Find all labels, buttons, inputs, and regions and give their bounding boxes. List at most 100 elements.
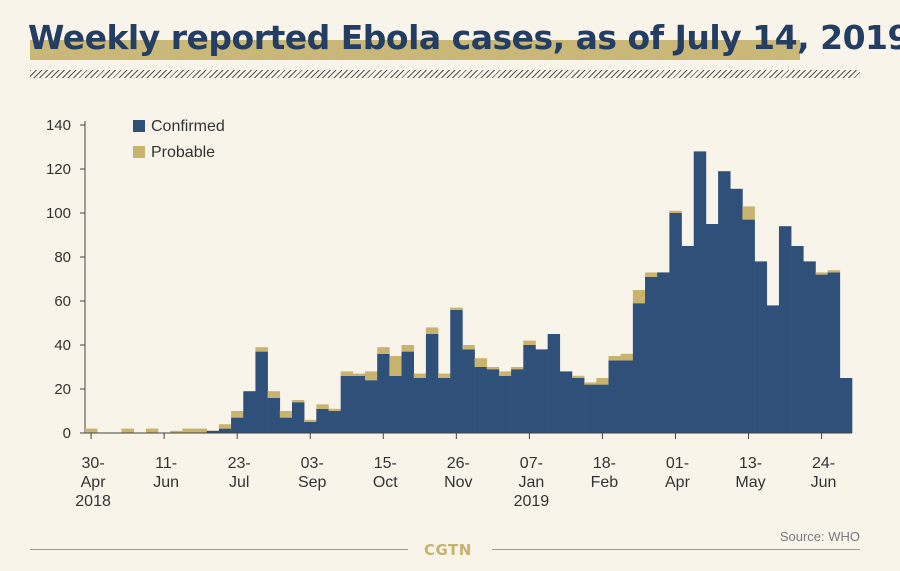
bars-group (85, 151, 853, 433)
bar-confirmed (718, 171, 731, 433)
bar-confirmed (584, 384, 597, 433)
x-tick-label: 11- (155, 455, 177, 472)
bar-probable (498, 371, 512, 376)
title-wrapper: Weekly reported Ebola cases, as of July … (28, 18, 900, 57)
bar-probable (571, 375, 585, 378)
bar-probable (231, 411, 244, 418)
bar-probable (340, 371, 354, 376)
bar-probable (511, 367, 524, 370)
x-tick-label: 15- (374, 455, 397, 472)
bar-probable (742, 206, 755, 220)
bar-probable (352, 373, 366, 376)
bar-confirmed (620, 360, 634, 433)
bar-confirmed (766, 305, 780, 433)
bar-confirmed (486, 369, 500, 433)
y-tick-label: 20 (54, 381, 71, 398)
bar-probable (620, 353, 634, 361)
bar-probable (291, 400, 305, 403)
bar-confirmed (243, 391, 256, 433)
bar-confirmed (340, 375, 354, 433)
bar-probable (365, 371, 378, 381)
x-tick-label: Apr (665, 474, 691, 491)
bar-probable (182, 428, 195, 433)
bar-confirmed (511, 369, 524, 433)
bar-confirmed (645, 276, 658, 433)
x-tick-label: Jan (518, 474, 544, 491)
bar-probable (218, 424, 232, 429)
x-tick-label: 23- (228, 455, 251, 472)
y-tick-label: 80 (54, 249, 71, 266)
x-tick-label: 24- (812, 455, 835, 472)
legend: Confirmed Probable (133, 118, 225, 161)
bar-confirmed (291, 402, 305, 433)
bar-probable (486, 367, 500, 370)
bar-confirmed (255, 351, 268, 433)
bar-probable (267, 391, 281, 398)
x-tick-label: Nov (444, 474, 472, 491)
y-tick-label: 100 (46, 205, 71, 222)
x-tick-label: 07- (520, 455, 543, 472)
x-tick-label: Jul (229, 474, 249, 491)
x-tick-label: 01- (666, 455, 689, 472)
bar-confirmed (742, 219, 755, 433)
bar-confirmed (498, 375, 512, 433)
legend-label-probable: Probable (151, 144, 215, 161)
bar-probable (596, 378, 609, 385)
y-tick-label: 40 (54, 337, 71, 354)
bar-probable (474, 358, 488, 367)
bar-confirmed (523, 345, 536, 433)
footer-line-left (30, 549, 408, 550)
bar-confirmed (827, 272, 841, 433)
page-title: Weekly reported Ebola cases, as of July … (28, 18, 900, 57)
x-tick-label: 2019 (514, 493, 550, 510)
y-tick-label: 140 (46, 117, 71, 134)
y-tick-label: 0 (63, 425, 71, 442)
bar-confirmed (681, 246, 695, 433)
x-tick-label: Sep (298, 474, 327, 491)
x-tick-label: 30- (82, 455, 105, 472)
legend-swatch-probable (133, 146, 145, 158)
bar-confirmed (206, 430, 220, 433)
bar-confirmed (608, 360, 621, 433)
bar-confirmed (632, 303, 646, 433)
x-tick-label: Jun (153, 474, 179, 491)
x-axis: 30- Apr 2018 11- Jun 23- Jul 03- Sep 15- Oct 26- Nov… (75, 432, 852, 510)
bar-probable (316, 404, 329, 409)
bar-confirmed (365, 380, 378, 433)
bar-probable (170, 430, 183, 433)
bar-confirmed (839, 378, 853, 433)
brand-logo-text: CGTN (424, 541, 472, 559)
bar-probable (413, 373, 427, 378)
bar-confirmed (316, 408, 329, 433)
bar-confirmed (596, 384, 609, 433)
bar-confirmed (425, 334, 439, 433)
bar-probable (462, 345, 475, 350)
bar-confirmed (559, 371, 573, 433)
bar-confirmed (267, 397, 281, 433)
bar-confirmed (352, 375, 366, 433)
x-tick-label: Apr (81, 474, 107, 491)
bar-probable (645, 272, 658, 277)
y-axis: 0 20 40 60 80 100 120 140 (46, 117, 86, 442)
bar-confirmed (669, 213, 682, 433)
bar-confirmed (535, 349, 548, 433)
title-highlight-band (30, 40, 800, 60)
legend-label-confirmed: Confirmed (151, 118, 225, 135)
x-tick-label: 26- (447, 455, 470, 472)
bar-confirmed (474, 367, 488, 433)
x-tick-label: May (735, 474, 765, 491)
x-tick-label: 2018 (75, 493, 111, 510)
bar-probable (377, 347, 390, 354)
bar-probable (255, 347, 268, 352)
bar-probable (815, 272, 828, 275)
bar-confirmed (401, 351, 415, 433)
footer-line-right (492, 549, 860, 550)
bar-confirmed (778, 226, 792, 433)
bar-probable (279, 411, 293, 418)
bar-confirmed (730, 188, 743, 433)
bar-confirmed (754, 261, 768, 433)
y-tick-label: 120 (46, 161, 71, 178)
bar-probable (669, 210, 682, 213)
bar-probable (827, 270, 841, 273)
bar-confirmed (791, 246, 804, 433)
